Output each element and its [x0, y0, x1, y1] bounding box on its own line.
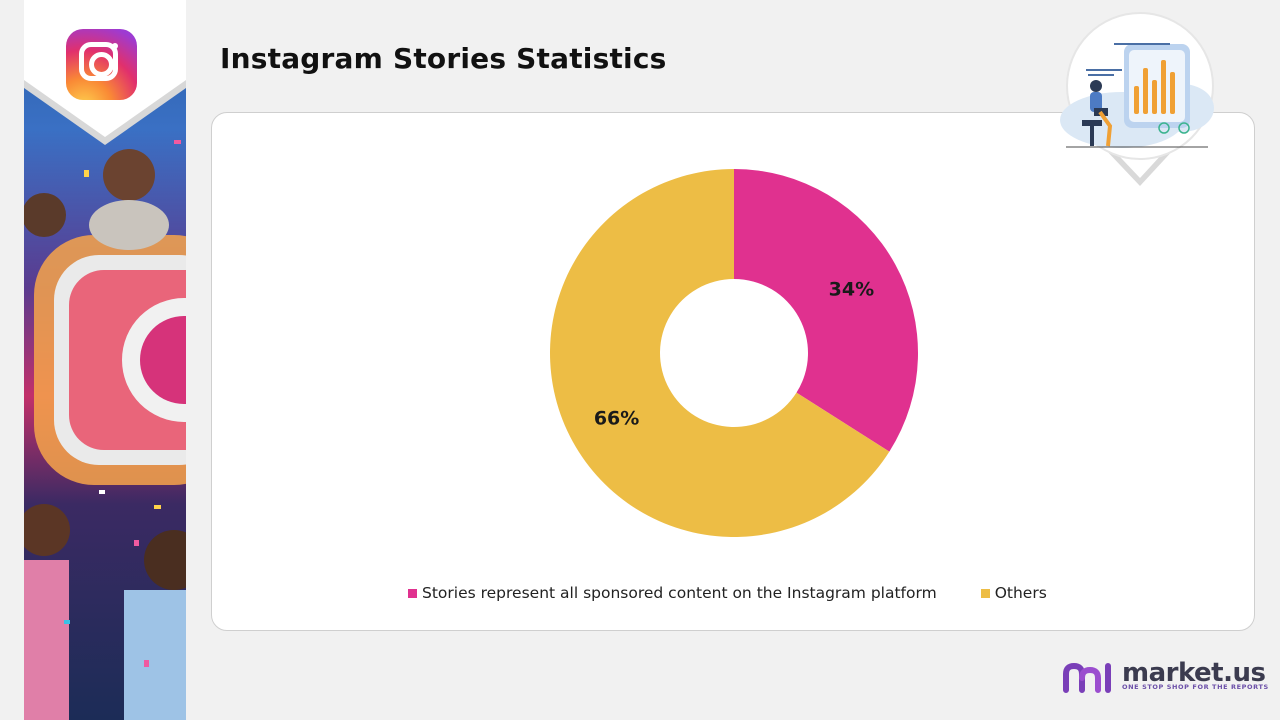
- page-title: Instagram Stories Statistics: [220, 42, 667, 75]
- instagram-logo-icon: [66, 29, 137, 100]
- crowd-illustration: [24, 140, 186, 720]
- legend-item-others: Others: [980, 584, 1047, 602]
- donut-chart: 34% 66%: [550, 169, 918, 537]
- legend-label-others: Others: [994, 584, 1047, 602]
- market-us-logo-icon: [1063, 662, 1111, 693]
- brand-logo: market.us ONE STOP SHOP FOR THE REPORTS: [1062, 658, 1268, 698]
- data-label-others: 66%: [594, 408, 639, 430]
- legend-item-sponsored: Stories represent all sponsored content …: [408, 584, 937, 602]
- brand-tagline: ONE STOP SHOP FOR THE REPORTS: [1122, 683, 1269, 691]
- legend-label-sponsored: Stories represent all sponsored content …: [422, 584, 937, 602]
- brand-name: market.us: [1122, 658, 1266, 688]
- slice-sponsored: [734, 169, 918, 452]
- legend-swatch-others: [980, 588, 990, 598]
- chart-legend: Stories represent all sponsored content …: [408, 582, 1047, 604]
- slice-others: [550, 169, 890, 537]
- legend-swatch-sponsored: [408, 588, 417, 598]
- data-label-sponsored: 34%: [829, 278, 874, 300]
- analytics-illustration: [1060, 12, 1214, 186]
